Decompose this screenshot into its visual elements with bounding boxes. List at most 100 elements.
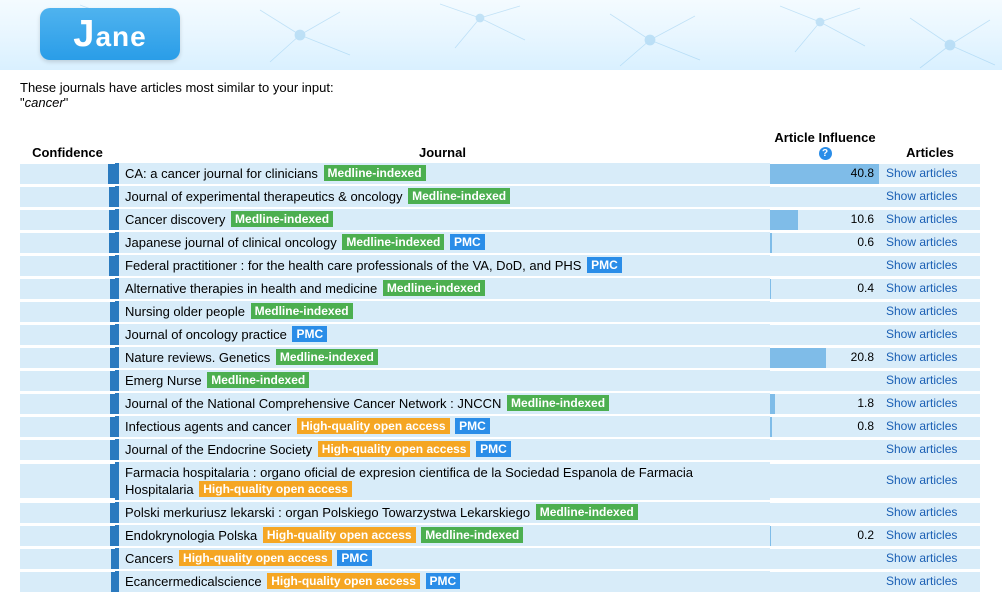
articles-cell: Show articles (880, 164, 980, 184)
openaccess-tag: High-quality open access (263, 527, 416, 543)
confidence-cell (20, 325, 115, 345)
article-influence-bar (770, 210, 798, 230)
help-icon[interactable]: ? (819, 147, 832, 160)
show-articles-link[interactable]: Show articles (886, 304, 957, 318)
journal-cell: Polski merkuriusz lekarski : organ Polsk… (115, 502, 770, 523)
article-influence-bar (770, 394, 775, 414)
show-articles-link[interactable]: Show articles (886, 396, 957, 410)
journal-title[interactable]: Journal of experimental therapeutics & o… (125, 189, 406, 204)
show-articles-link[interactable]: Show articles (886, 258, 957, 272)
table-row: Farmacia hospitalaria : organo oficial d… (20, 461, 980, 501)
article-influence-value: 0.2 (857, 528, 874, 542)
journal-title[interactable]: Nursing older people (125, 304, 249, 319)
confidence-cell (20, 549, 115, 569)
show-articles-link[interactable]: Show articles (886, 373, 957, 387)
articles-cell: Show articles (880, 279, 980, 299)
confidence-cell (20, 572, 115, 592)
article-influence-bar (770, 526, 771, 546)
show-articles-link[interactable]: Show articles (886, 189, 957, 203)
table-row: Journal of the National Comprehensive Ca… (20, 392, 980, 415)
article-influence-value: 10.6 (851, 212, 874, 226)
article-influence-cell (770, 371, 880, 391)
articles-cell: Show articles (880, 325, 980, 345)
article-influence-value: 0.8 (857, 419, 874, 433)
journal-title[interactable]: Endokrynologia Polska (125, 528, 261, 543)
journal-cell: Journal of oncology practice PMC (115, 324, 770, 345)
confidence-cell (20, 256, 115, 276)
articles-cell: Show articles (880, 187, 980, 207)
journal-title[interactable]: Alternative therapies in health and medi… (125, 281, 381, 296)
pmc-tag: PMC (455, 418, 490, 434)
show-articles-link[interactable]: Show articles (886, 528, 957, 542)
table-row: Infectious agents and cancer High-qualit… (20, 415, 980, 438)
show-articles-link[interactable]: Show articles (886, 473, 957, 487)
table-row: Journal of the Endocrine Society High-qu… (20, 438, 980, 461)
articles-cell: Show articles (880, 503, 980, 523)
journal-cell: Journal of experimental therapeutics & o… (115, 186, 770, 207)
show-articles-link[interactable]: Show articles (886, 166, 957, 180)
openaccess-tag: High-quality open access (297, 418, 450, 434)
journal-cell: Farmacia hospitalaria : organo oficial d… (115, 462, 770, 500)
article-influence-value: 0.4 (857, 281, 874, 295)
journal-title[interactable]: Journal of the Endocrine Society (125, 442, 316, 457)
article-influence-cell (770, 503, 880, 523)
show-articles-link[interactable]: Show articles (886, 212, 957, 226)
journal-title[interactable]: Japanese journal of clinical oncology (125, 235, 340, 250)
articles-cell: Show articles (880, 348, 980, 368)
show-articles-link[interactable]: Show articles (886, 505, 957, 519)
show-articles-link[interactable]: Show articles (886, 281, 957, 295)
openaccess-tag: High-quality open access (267, 573, 420, 589)
journal-title[interactable]: Federal practitioner : for the health ca… (125, 258, 585, 273)
articles-cell: Show articles (880, 394, 980, 414)
table-row: Ecancermedicalscience High-quality open … (20, 570, 980, 593)
table-row: Nature reviews. Genetics Medline-indexed… (20, 346, 980, 369)
medline-tag: Medline-indexed (231, 211, 333, 227)
show-articles-link[interactable]: Show articles (886, 350, 957, 364)
journal-title[interactable]: Emerg Nurse (125, 373, 205, 388)
article-influence-bar (770, 348, 826, 368)
journal-title[interactable]: Journal of the National Comprehensive Ca… (125, 396, 505, 411)
journal-cell: Cancers High-quality open access PMC (115, 548, 770, 569)
article-influence-cell (770, 440, 880, 460)
article-influence-bar (770, 233, 772, 253)
table-row: Japanese journal of clinical oncology Me… (20, 231, 980, 254)
journal-cell: Journal of the National Comprehensive Ca… (115, 393, 770, 414)
confidence-cell (20, 526, 115, 546)
articles-cell: Show articles (880, 440, 980, 460)
journal-title[interactable]: Cancers (125, 551, 177, 566)
confidence-cell (20, 233, 115, 253)
journal-cell: Ecancermedicalscience High-quality open … (115, 571, 770, 592)
show-articles-link[interactable]: Show articles (886, 551, 957, 565)
logo[interactable]: Jane (40, 8, 180, 60)
journal-title[interactable]: CA: a cancer journal for clinicians (125, 166, 322, 181)
journal-cell: CA: a cancer journal for clinicians Medl… (115, 163, 770, 184)
col-article-influence: Article Influence ? (770, 128, 880, 162)
journal-title[interactable]: Cancer discovery (125, 212, 229, 227)
journal-cell: Alternative therapies in health and medi… (115, 278, 770, 299)
journal-title[interactable]: Journal of oncology practice (125, 327, 290, 342)
show-articles-link[interactable]: Show articles (886, 327, 957, 341)
table-row: Emerg Nurse Medline-indexed Show article… (20, 369, 980, 392)
journal-title[interactable]: Nature reviews. Genetics (125, 350, 274, 365)
article-influence-bar (770, 279, 771, 299)
confidence-cell (20, 279, 115, 299)
confidence-cell (20, 440, 115, 460)
articles-cell: Show articles (880, 302, 980, 322)
show-articles-link[interactable]: Show articles (886, 419, 957, 433)
show-articles-link[interactable]: Show articles (886, 574, 957, 588)
confidence-cell (20, 464, 115, 498)
confidence-cell (20, 503, 115, 523)
pmc-tag: PMC (450, 234, 485, 250)
journal-title[interactable]: Polski merkuriusz lekarski : organ Polsk… (125, 505, 534, 520)
logo-text: Jane (73, 13, 146, 56)
journal-title[interactable]: Infectious agents and cancer (125, 419, 295, 434)
medline-tag: Medline-indexed (507, 395, 609, 411)
show-articles-link[interactable]: Show articles (886, 442, 957, 456)
journal-title[interactable]: Ecancermedicalscience (125, 574, 265, 589)
pmc-tag: PMC (292, 326, 327, 342)
article-influence-cell: 20.8 (770, 348, 880, 368)
table-row: Nursing older people Medline-indexed Sho… (20, 300, 980, 323)
col-articles: Articles (880, 128, 980, 162)
journal-cell: Emerg Nurse Medline-indexed (115, 370, 770, 391)
show-articles-link[interactable]: Show articles (886, 235, 957, 249)
